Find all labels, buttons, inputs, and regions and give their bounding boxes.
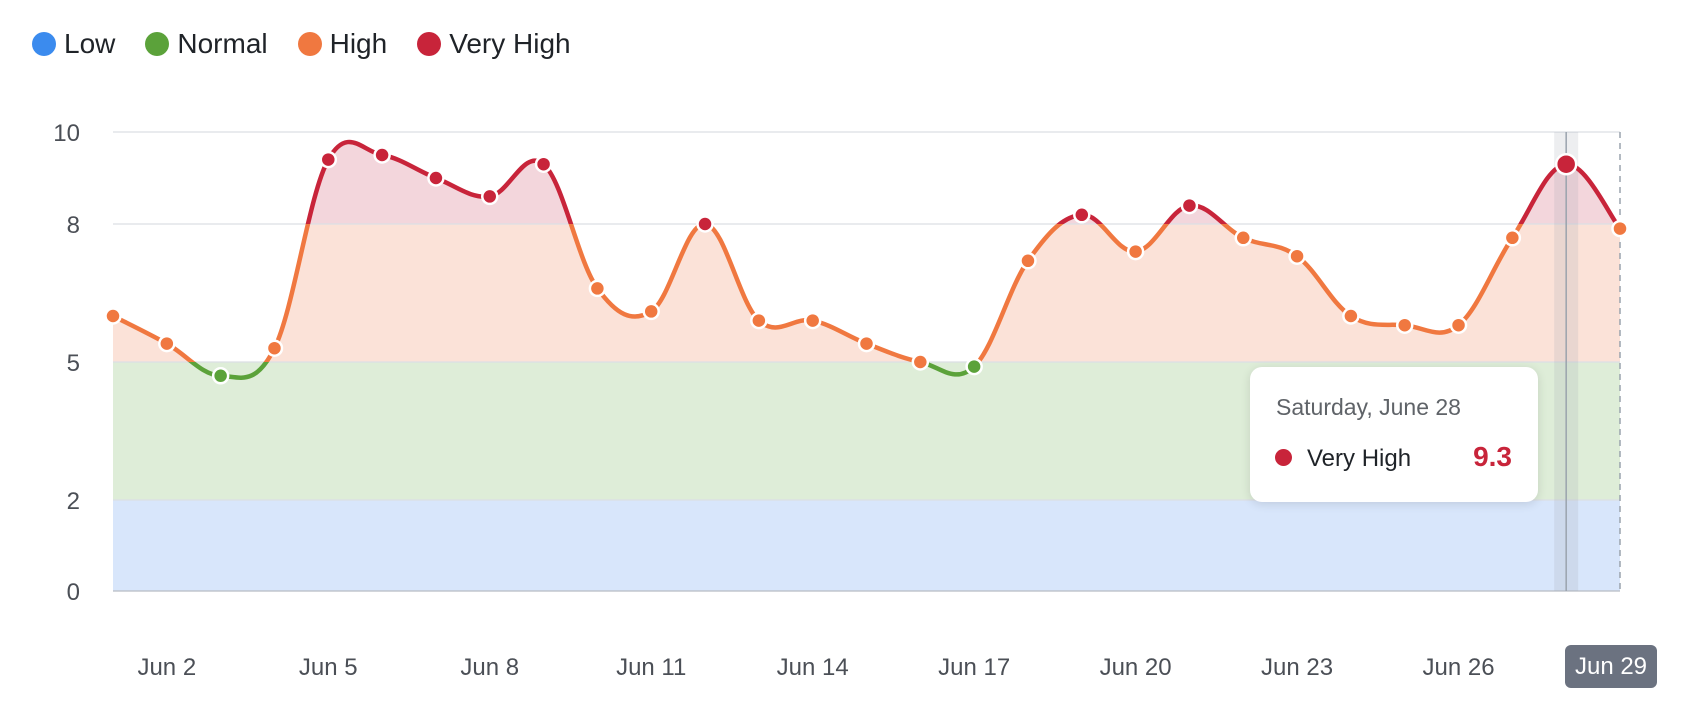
data-point bbox=[1288, 247, 1306, 265]
data-point bbox=[104, 307, 122, 325]
legend-item-very-high[interactable]: Very High bbox=[417, 28, 571, 60]
x-tick-label: Jun 23 bbox=[1261, 654, 1333, 681]
data-point bbox=[211, 367, 230, 385]
y-tick-label: 10 bbox=[53, 120, 80, 147]
data-point bbox=[750, 311, 768, 330]
x-tick-label: Jun 14 bbox=[777, 654, 849, 681]
legend-dot-normal bbox=[145, 32, 170, 56]
data-point bbox=[427, 169, 445, 187]
data-point bbox=[857, 334, 876, 353]
data-point bbox=[1611, 219, 1629, 238]
data-point bbox=[1342, 307, 1360, 325]
data-point bbox=[1503, 229, 1522, 247]
y-tick-label: 5 bbox=[67, 350, 80, 377]
x-tick-label: Jun 11 bbox=[616, 654, 686, 681]
x-axis-highlight-badge: Jun 29 bbox=[1565, 645, 1657, 688]
data-point bbox=[803, 311, 822, 330]
data-point bbox=[911, 353, 930, 371]
tooltip: Saturday, June 28 Very High 9.3 bbox=[1250, 367, 1538, 502]
tooltip-level-dot bbox=[1275, 449, 1292, 466]
x-tick-label: Jun 2 bbox=[137, 654, 196, 681]
band-low bbox=[113, 500, 1620, 591]
data-point bbox=[1554, 152, 1578, 176]
legend-dot-low bbox=[32, 32, 56, 56]
legend-label-high: High bbox=[329, 28, 388, 59]
legend: Low Normal High Very High bbox=[32, 28, 571, 60]
series-line-very-high bbox=[305, 139, 1620, 224]
legend-label-normal: Normal bbox=[177, 28, 268, 59]
x-tick-label: Jun 17 bbox=[938, 654, 1010, 681]
data-point bbox=[642, 302, 660, 321]
legend-label-low: Low bbox=[64, 28, 116, 59]
y-tick-label: 2 bbox=[67, 488, 80, 515]
legend-item-normal[interactable]: Normal bbox=[145, 28, 268, 60]
legend-item-low[interactable]: Low bbox=[32, 28, 115, 60]
tooltip-date: Saturday, June 28 bbox=[1276, 394, 1461, 420]
tooltip-level-label: Very High bbox=[1307, 445, 1412, 472]
x-tick-label: Jun 26 bbox=[1423, 654, 1495, 681]
legend-label-very-high: Very High bbox=[449, 28, 571, 59]
data-point bbox=[588, 279, 607, 298]
x-tick-label: Jun 8 bbox=[460, 654, 519, 681]
data-point bbox=[696, 215, 714, 233]
legend-dot-high bbox=[297, 32, 322, 56]
data-point bbox=[1126, 242, 1145, 261]
data-point bbox=[265, 339, 284, 357]
x-tick-label: Jun 20 bbox=[1100, 654, 1172, 681]
x-tick-label: Jun 5 bbox=[299, 654, 358, 681]
data-point bbox=[1234, 229, 1252, 247]
data-point bbox=[319, 150, 338, 169]
data-point bbox=[534, 155, 553, 173]
series-line-high bbox=[111, 224, 1622, 362]
data-point bbox=[373, 146, 391, 164]
y-tick-label: 8 bbox=[67, 212, 80, 239]
data-point bbox=[158, 334, 176, 353]
legend-item-high[interactable]: High bbox=[297, 28, 388, 60]
data-point bbox=[1019, 252, 1037, 270]
data-point bbox=[481, 187, 499, 206]
legend-dot-very-high bbox=[417, 32, 442, 56]
data-point bbox=[965, 357, 983, 376]
data-point bbox=[1449, 316, 1468, 334]
y-tick-label: 0 bbox=[67, 579, 80, 606]
data-point bbox=[1395, 316, 1414, 334]
tooltip-value: 9.3 bbox=[1473, 441, 1512, 472]
data-point bbox=[1180, 196, 1199, 215]
data-point bbox=[1073, 206, 1091, 224]
